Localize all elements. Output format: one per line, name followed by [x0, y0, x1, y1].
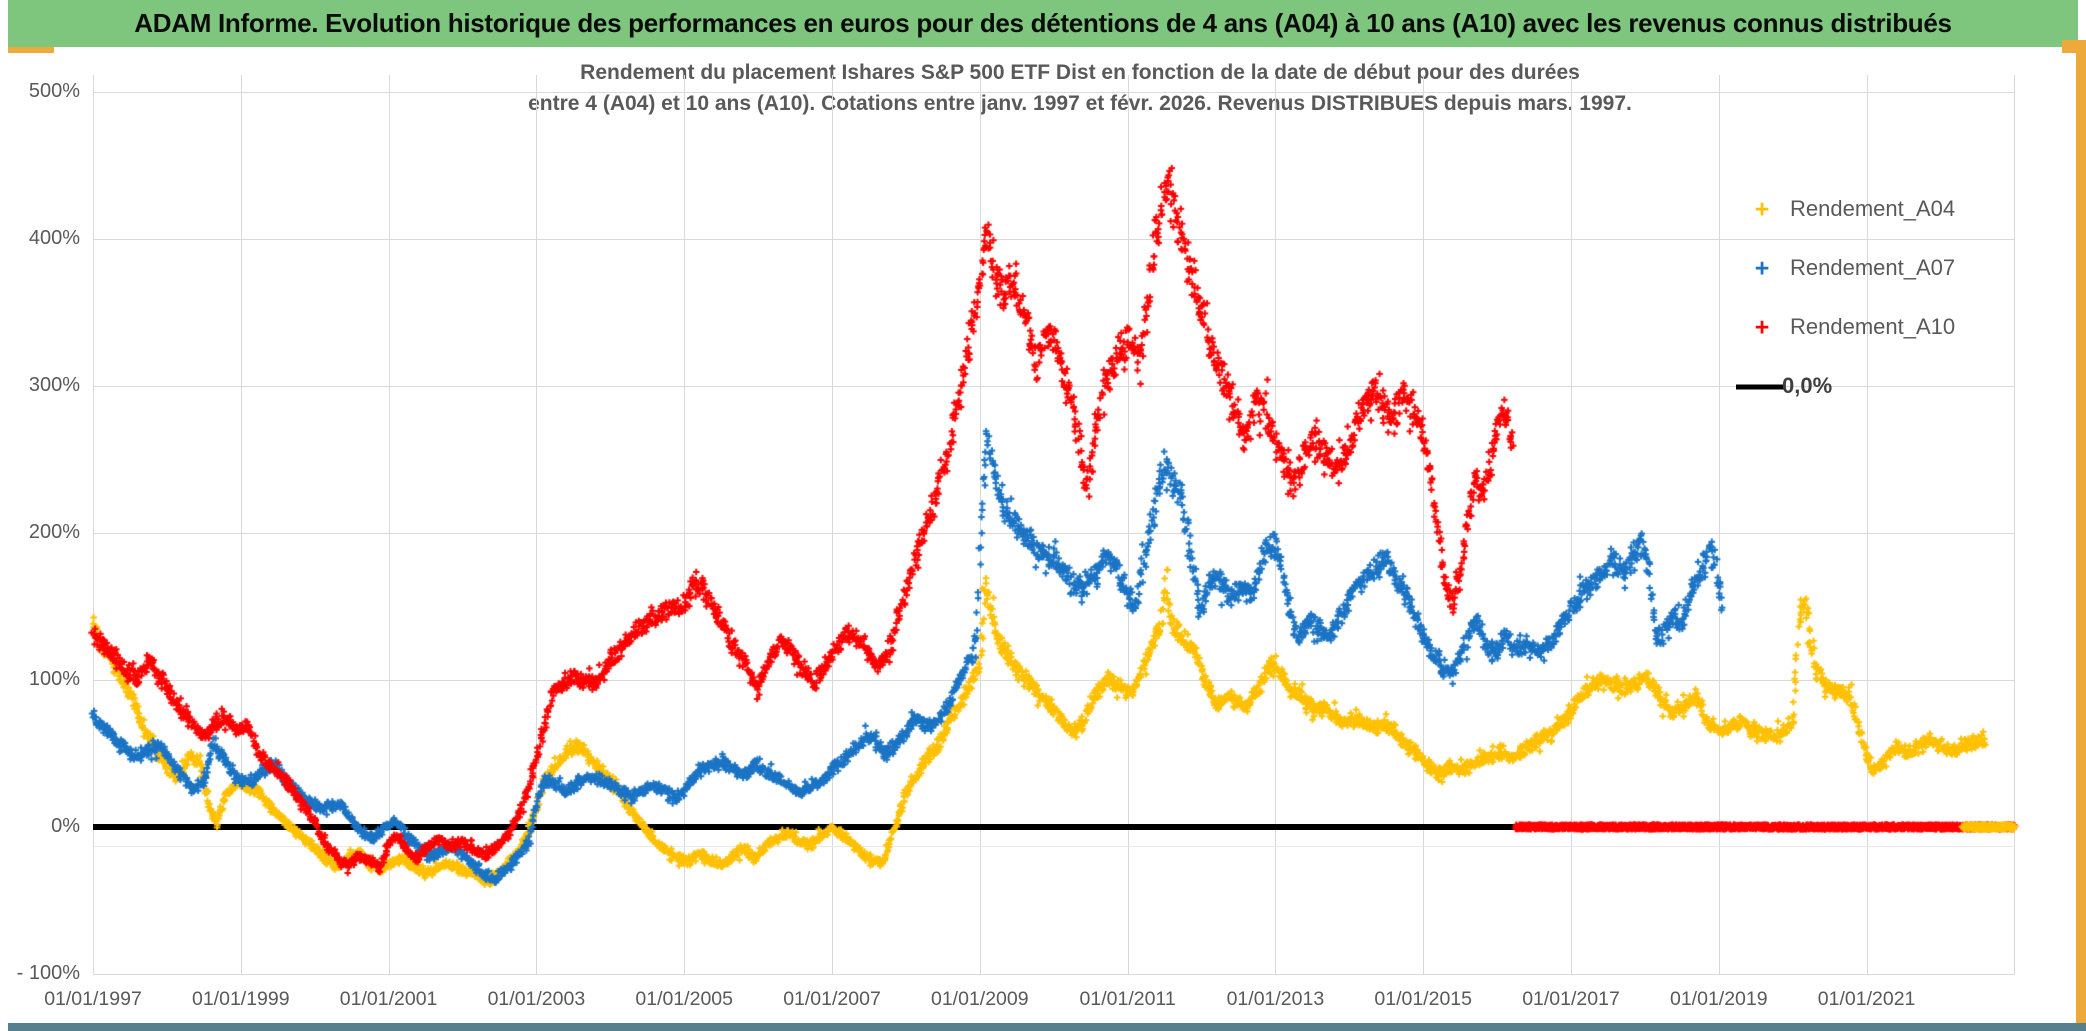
plus-marker-icon: + [1754, 195, 1770, 224]
x-axis-tick-label: 01/01/2001 [339, 988, 438, 1010]
x-axis-tick-label: 01/01/2019 [1669, 988, 1768, 1010]
y-axis-tick-label: 500% [28, 80, 80, 103]
x-axis-tick-label: 01/01/2009 [930, 988, 1029, 1010]
y-axis-tick-label: 0% [51, 815, 80, 838]
plus-marker-icon: + [1754, 313, 1770, 342]
y-axis-tick-label: - 100% [16, 962, 80, 985]
legend-label: Rendement_A04 [1790, 195, 1956, 221]
x-axis-tick-label: 01/01/2021 [1817, 988, 1916, 1010]
x-axis-tick-label: 01/01/2015 [1374, 988, 1472, 1010]
legend-label: 0,0% [1782, 372, 1833, 398]
y-axis-tick-label: 300% [28, 374, 80, 397]
y-axis-tick-label: 200% [28, 521, 80, 544]
plus-marker-icon: + [1754, 254, 1770, 283]
y-axis-tick-label: 400% [28, 227, 80, 250]
x-axis-tick-label: 01/01/2013 [1226, 988, 1325, 1010]
x-axis-tick-label: 01/01/1997 [44, 988, 142, 1010]
x-axis-tick-label: 01/01/2017 [1522, 988, 1620, 1010]
line-marker-icon [1736, 384, 1784, 390]
x-axis-tick-label: 01/01/2011 [1079, 988, 1176, 1010]
x-axis-tick-label: 01/01/1999 [191, 988, 290, 1010]
legend-label: Rendement_A10 [1790, 313, 1956, 339]
legend-label: Rendement_A07 [1790, 254, 1956, 280]
y-axis-tick-label: 100% [28, 668, 80, 691]
x-axis-tick-label: 01/01/2003 [487, 988, 586, 1010]
x-axis-tick-label: 01/01/2005 [635, 988, 733, 1010]
x-axis-tick-label: 01/01/2007 [783, 988, 881, 1010]
